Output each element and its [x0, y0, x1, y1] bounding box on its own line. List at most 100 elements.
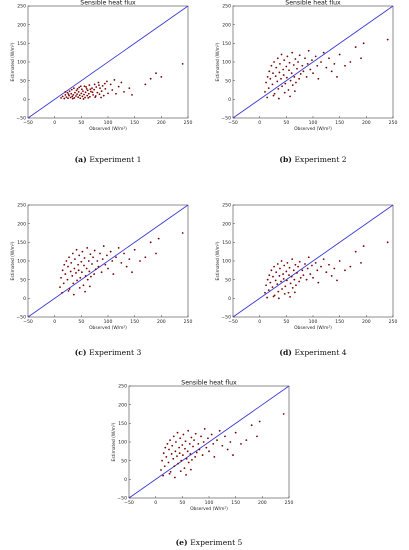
x-tick-label: −50: [228, 319, 238, 325]
data-point: [102, 245, 105, 247]
data-point: [297, 61, 299, 63]
data-point: [273, 265, 275, 268]
data-point: [94, 96, 97, 98]
data-point: [274, 75, 277, 78]
data-point: [83, 93, 85, 96]
data-point: [276, 283, 279, 286]
data-point: [65, 96, 68, 98]
data-point: [75, 272, 77, 274]
data-point: [311, 59, 313, 62]
data-point: [164, 446, 167, 449]
y-tick-label: 200: [17, 221, 26, 227]
one-to-one-line: [232, 204, 394, 318]
x-tick-label: 50: [283, 319, 289, 325]
data-point: [85, 86, 88, 88]
data-point: [296, 67, 298, 70]
x-axis-label: Observed (W/m²): [294, 126, 332, 132]
data-point: [71, 95, 74, 98]
data-point: [78, 94, 81, 97]
panel-caption-id: (e): [176, 538, 191, 547]
data-point: [83, 257, 86, 259]
data-point: [103, 82, 106, 85]
x-tick-label: 250: [285, 500, 294, 506]
data-point: [202, 441, 205, 443]
data-point: [258, 420, 261, 423]
data-point: [106, 254, 108, 257]
data-point: [99, 252, 101, 255]
data-point: [298, 280, 301, 283]
data-point: [71, 97, 74, 100]
panel-caption-text: Experiment 1: [89, 155, 141, 164]
data-point: [80, 88, 83, 91]
data-point: [184, 447, 186, 450]
x-tick-label: 200: [362, 120, 371, 126]
data-point: [85, 267, 88, 270]
data-point: [289, 95, 291, 98]
data-point: [280, 260, 283, 262]
data-point: [294, 263, 297, 266]
data-point: [84, 91, 87, 94]
data-point: [265, 81, 267, 84]
data-point: [287, 291, 290, 294]
data-point: [96, 260, 99, 262]
data-point: [79, 97, 82, 100]
data-point: [65, 260, 68, 262]
data-point: [354, 46, 357, 48]
y-tick-label: 250: [17, 203, 26, 209]
data-point: [88, 285, 91, 288]
x-tick-label: 150: [130, 120, 139, 126]
x-tick-label: 250: [389, 120, 398, 126]
data-point: [61, 269, 64, 272]
data-point: [272, 275, 274, 278]
y-tick-label: −50: [221, 116, 231, 122]
data-point: [205, 446, 208, 449]
data-point: [179, 437, 182, 440]
data-point: [149, 77, 152, 80]
y-tick-label: 100: [17, 259, 26, 265]
data-point: [289, 282, 292, 285]
data-point: [112, 273, 115, 275]
data-point: [171, 444, 174, 447]
data-point: [283, 264, 286, 267]
data-point: [69, 270, 72, 273]
one-to-one-line: [27, 204, 189, 318]
data-point: [170, 453, 173, 455]
data-point: [267, 289, 270, 292]
data-point: [297, 265, 299, 268]
data-point: [281, 85, 283, 88]
data-point: [72, 93, 75, 96]
data-point: [299, 276, 302, 279]
data-point: [86, 89, 89, 92]
data-point: [78, 254, 81, 257]
data-point: [87, 92, 90, 95]
data-point: [250, 424, 253, 427]
data-point: [93, 83, 96, 86]
data-point: [201, 454, 204, 456]
data-point: [67, 97, 69, 100]
data-point: [293, 278, 296, 281]
data-point: [307, 256, 310, 259]
data-point: [59, 286, 61, 289]
data-point: [66, 91, 69, 94]
data-point: [168, 448, 170, 451]
data-point: [64, 93, 67, 96]
data-point: [194, 432, 197, 435]
data-point: [275, 66, 278, 69]
data-point: [98, 93, 101, 96]
chart-title: Sensible heat flux: [181, 380, 237, 387]
data-point: [213, 456, 216, 458]
x-tick-label: 50: [179, 500, 185, 506]
x-tick-label: 100: [205, 500, 214, 506]
data-point: [62, 282, 65, 285]
data-point: [64, 90, 67, 93]
data-point: [296, 272, 298, 274]
data-point: [338, 53, 341, 56]
data-point: [191, 459, 193, 461]
x-tick-label: −50: [23, 120, 33, 126]
data-point: [98, 84, 100, 87]
data-point: [85, 87, 88, 90]
data-point: [288, 61, 291, 64]
x-tick-label: 250: [184, 319, 193, 325]
data-point: [75, 95, 77, 97]
